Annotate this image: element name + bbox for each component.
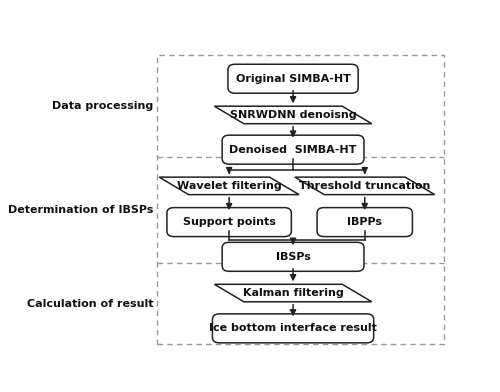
Text: Ice bottom interface result: Ice bottom interface result [209, 323, 377, 333]
Text: Determination of IBSPs: Determination of IBSPs [8, 205, 154, 215]
FancyBboxPatch shape [317, 208, 412, 237]
Text: Denoised  SIMBA-HT: Denoised SIMBA-HT [230, 145, 357, 155]
FancyBboxPatch shape [222, 135, 364, 164]
Polygon shape [159, 177, 299, 195]
Polygon shape [214, 106, 372, 124]
Text: Original SIMBA-HT: Original SIMBA-HT [236, 74, 350, 84]
Text: IBPPs: IBPPs [347, 217, 382, 227]
Bar [158, 54, 444, 344]
Text: SNRWDNN denoisng: SNRWDNN denoisng [230, 110, 356, 120]
FancyBboxPatch shape [212, 314, 374, 343]
Text: Support points: Support points [182, 217, 276, 227]
Text: IBSPs: IBSPs [276, 252, 310, 262]
Text: Data processing: Data processing [52, 101, 154, 111]
Text: Kalman filtering: Kalman filtering [242, 288, 344, 298]
Text: Calculation of result: Calculation of result [27, 299, 154, 309]
Polygon shape [214, 284, 372, 302]
FancyBboxPatch shape [228, 64, 358, 93]
FancyBboxPatch shape [167, 208, 292, 237]
Text: Wavelet filtering: Wavelet filtering [177, 181, 282, 191]
Text: Threshold truncation: Threshold truncation [299, 181, 430, 191]
Polygon shape [295, 177, 434, 195]
FancyBboxPatch shape [222, 242, 364, 271]
